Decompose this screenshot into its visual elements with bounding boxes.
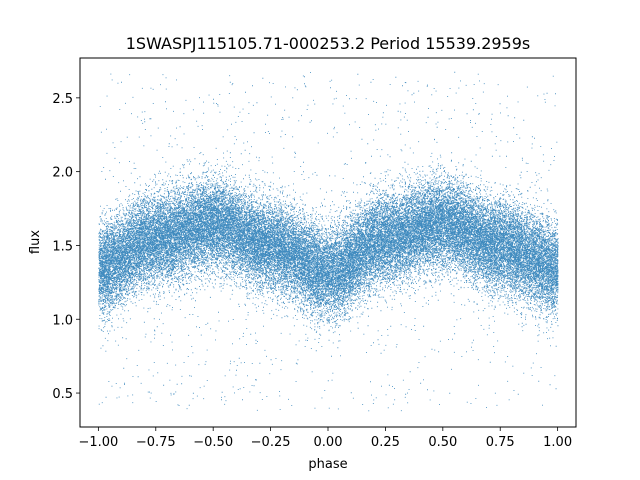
y-tick-label: 2.5	[52, 92, 73, 107]
x-tick-label: 0.25	[371, 435, 400, 450]
y-tick-label: 1.0	[52, 313, 73, 328]
y-tick-label: 0.5	[52, 387, 73, 402]
x-tick-label: 1.00	[543, 435, 572, 450]
data-point	[98, 71, 559, 412]
x-axis-label: phase	[308, 457, 347, 472]
x-tick-label: 0.75	[486, 435, 515, 450]
x-tick-label: 0.00	[314, 435, 343, 450]
x-axis: −1.00 −0.75 −0.50 −0.25 0.00 0.25 0.50 0.75 1.00	[78, 427, 572, 450]
x-tick-label: −0.50	[193, 435, 233, 450]
y-tick-label: 1.5	[52, 239, 73, 254]
x-tick-label: −0.25	[251, 435, 291, 450]
y-tick-label: 2.0	[52, 166, 73, 181]
x-tick-label: −0.75	[136, 435, 176, 450]
y-axis-label: flux	[28, 230, 43, 254]
x-tick-label: −1.00	[78, 435, 118, 450]
chart-title: 1SWASPJ115105.71-000253.2 Period 15539.2…	[126, 34, 531, 53]
scatter-points	[98, 71, 559, 412]
y-axis: 0.5 1.0 1.5 2.0 2.5	[52, 92, 80, 402]
x-tick-label: 0.50	[428, 435, 457, 450]
